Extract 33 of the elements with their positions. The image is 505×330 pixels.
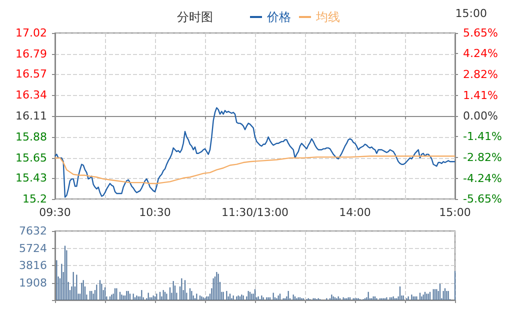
legend-label: 价格 — [266, 10, 291, 24]
line-series — [54, 156, 456, 184]
y-tick-label: 15.88 — [16, 130, 47, 144]
y2-tick-label: 5.65% — [463, 26, 498, 40]
chart-title: 分时图 — [177, 10, 213, 24]
x-tick-label: 15:00 — [439, 206, 471, 219]
line-series — [54, 107, 456, 198]
y-tick-label: 16.34 — [16, 88, 47, 102]
y2-tick-label: -2.82% — [463, 150, 502, 164]
y-tick-label: 15.43 — [16, 172, 47, 185]
y-tick-label: 3816 — [19, 259, 47, 272]
y2-tick-label: 1.41% — [463, 88, 498, 102]
y-tick-label: 17.02 — [16, 26, 47, 40]
y-tick-label: 16.79 — [16, 47, 47, 60]
y2-tick-label: -4.24% — [463, 172, 502, 185]
y-tick-label: 16.11 — [16, 110, 47, 122]
y2-tick-label: 4.24% — [463, 47, 498, 60]
x-tick-label: 10:30 — [139, 206, 171, 219]
y2-tick-label: 2.82% — [463, 68, 498, 82]
y2-tick-label: 0.00% — [463, 110, 498, 122]
x-tick-label: 09:30 — [39, 206, 71, 219]
text: 15:00 — [455, 7, 488, 20]
y2-tick-label: -1.41% — [463, 130, 502, 144]
y-tick-label: 5724 — [19, 242, 47, 255]
y2-tick-label: -5.65% — [463, 192, 502, 206]
x-tick-label: 14:00 — [339, 206, 371, 219]
y-tick-label: 15.2 — [22, 192, 47, 206]
y-tick-label: 7632 — [19, 224, 47, 238]
legend-label: 均线 — [315, 10, 340, 24]
x-tick-label: 11:30/13:00 — [221, 206, 289, 219]
y-tick-label: 15.65 — [16, 151, 47, 164]
y-tick-label: 16.57 — [16, 68, 47, 81]
y-tick-label: 1908 — [19, 276, 47, 290]
